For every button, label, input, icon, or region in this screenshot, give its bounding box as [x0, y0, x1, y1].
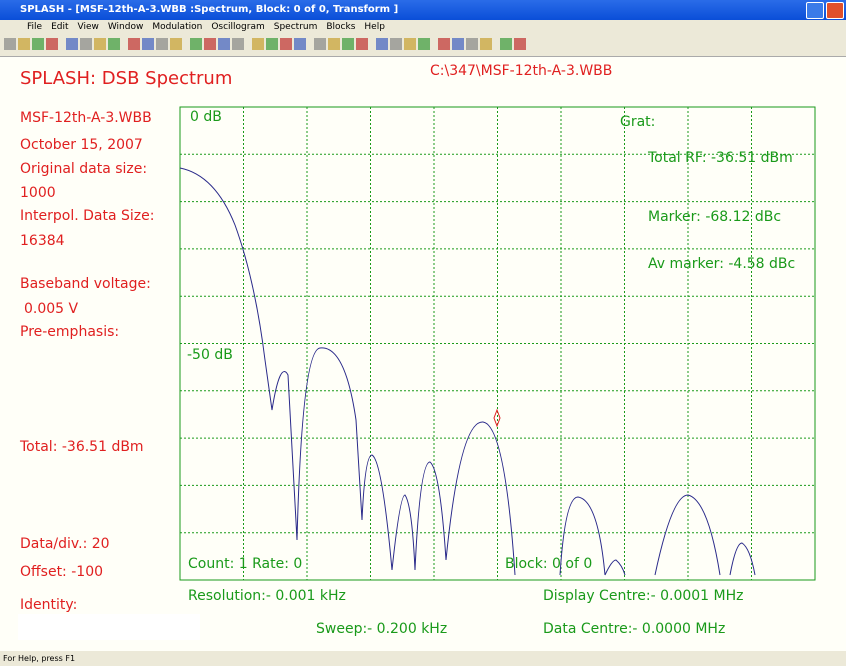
toolbar-button[interactable]: [204, 38, 216, 50]
toolbar-button[interactable]: [438, 38, 450, 50]
toolbar-button[interactable]: [418, 38, 430, 50]
toolbar-button[interactable]: [280, 38, 292, 50]
status-text: For Help, press F1: [3, 654, 76, 663]
info-text: Total: -36.51 dBm: [20, 439, 144, 455]
title-bar: SPLASH - [MSF-12th-A-3.WBB :Spectrum, Bl…: [0, 0, 846, 20]
marker-label: Marker: -68.12 dBc: [648, 209, 782, 225]
toolbar-button[interactable]: [170, 38, 182, 50]
info-text: Data/div.: 20: [20, 536, 110, 552]
toolbar-button[interactable]: [500, 38, 512, 50]
toolbar-button[interactable]: [4, 38, 16, 50]
toolbar-button[interactable]: [466, 38, 478, 50]
info-text: 16384: [20, 233, 65, 249]
av-marker: Av marker: -4.58 dBc: [648, 256, 796, 272]
display-centre: Display Centre:- 0.0001 MHz: [543, 588, 744, 604]
toolbar-button[interactable]: [80, 38, 92, 50]
toolbar-button[interactable]: [190, 38, 202, 50]
toolbar: [0, 34, 846, 57]
mid-label: -50 dB: [187, 347, 233, 363]
toolbar-button[interactable]: [452, 38, 464, 50]
info-text: Offset: -100: [20, 564, 104, 580]
toolbar-button[interactable]: [252, 38, 264, 50]
toolbar-button[interactable]: [232, 38, 244, 50]
app-heading: SPLASH: DSB Spectrum: [20, 68, 233, 89]
status-bar: For Help, press F1: [0, 652, 846, 666]
toolbar-button[interactable]: [376, 38, 388, 50]
main-area: [0, 57, 846, 651]
window-title: SPLASH - [MSF-12th-A-3.WBB :Spectrum, Bl…: [20, 4, 399, 15]
plot: [179, 106, 816, 581]
toolbar-button[interactable]: [328, 38, 340, 50]
close-button[interactable]: [826, 2, 844, 19]
toolbar-button[interactable]: [142, 38, 154, 50]
identity-field[interactable]: [18, 614, 200, 640]
toolbar-button[interactable]: [404, 38, 416, 50]
info-text: Original data size:: [20, 161, 148, 177]
menu-item[interactable]: Oscillogram: [211, 22, 265, 32]
info-text: 1000: [20, 185, 56, 201]
toolbar-button[interactable]: [128, 38, 140, 50]
toolbar-button[interactable]: [46, 38, 58, 50]
toolbar-button[interactable]: [94, 38, 106, 50]
count-label: Count: 1 Rate: 0: [188, 556, 303, 572]
toolbar-button[interactable]: [342, 38, 354, 50]
toolbar-button[interactable]: [266, 38, 278, 50]
menu-item[interactable]: Edit: [51, 22, 69, 32]
menu-bar: File Edit View Window Modulation Oscillogram S…: [0, 20, 846, 34]
toolbar-button[interactable]: [218, 38, 230, 50]
plot-frame: [179, 106, 816, 581]
resolution: Resolution:- 0.001 kHz: [188, 588, 346, 604]
menu-item[interactable]: File: [27, 22, 43, 32]
toolbar-button[interactable]: [514, 38, 526, 50]
menu-item[interactable]: Help: [364, 22, 385, 32]
menu-item[interactable]: Window: [107, 22, 144, 32]
marker[interactable]: [493, 408, 501, 428]
data-centre: Data Centre:- 0.0000 MHz: [543, 621, 726, 637]
toolbar-button[interactable]: [356, 38, 368, 50]
info-text: 0.005 V: [24, 301, 79, 317]
maximize-button[interactable]: [806, 2, 824, 19]
menu-item[interactable]: Blocks: [326, 22, 356, 32]
menu-item[interactable]: View: [77, 22, 99, 32]
info-text: Pre-emphasis:: [20, 324, 120, 340]
info-text: Interpol. Data Size:: [20, 208, 155, 224]
toolbar-button[interactable]: [66, 38, 78, 50]
file-path: C:\347\MSF-12th-A-3.WBB: [430, 63, 613, 79]
toolbar-button[interactable]: [18, 38, 30, 50]
spectrum-curve: [179, 167, 756, 576]
grat-label: Grat:: [620, 114, 656, 130]
toolbar-button[interactable]: [294, 38, 306, 50]
toolbar-button[interactable]: [32, 38, 44, 50]
info-text: Baseband voltage:: [20, 276, 151, 292]
total-rf: Total RF: -36.51 dBm: [648, 150, 793, 166]
toolbar-button[interactable]: [480, 38, 492, 50]
top-label: 0 dB: [190, 109, 222, 125]
toolbar-button[interactable]: [314, 38, 326, 50]
toolbar-button[interactable]: [390, 38, 402, 50]
toolbar-button[interactable]: [108, 38, 120, 50]
info-text: Identity:: [20, 597, 78, 613]
menu-item[interactable]: Spectrum: [273, 22, 318, 32]
toolbar-button[interactable]: [156, 38, 168, 50]
menu-item[interactable]: Modulation: [152, 22, 203, 32]
sweep: Sweep:- 0.200 kHz: [316, 621, 448, 637]
info-text: MSF-12th-A-3.WBB: [20, 110, 152, 126]
block-label: Block: 0 of 0: [505, 556, 593, 572]
info-text: October 15, 2007: [20, 137, 143, 153]
